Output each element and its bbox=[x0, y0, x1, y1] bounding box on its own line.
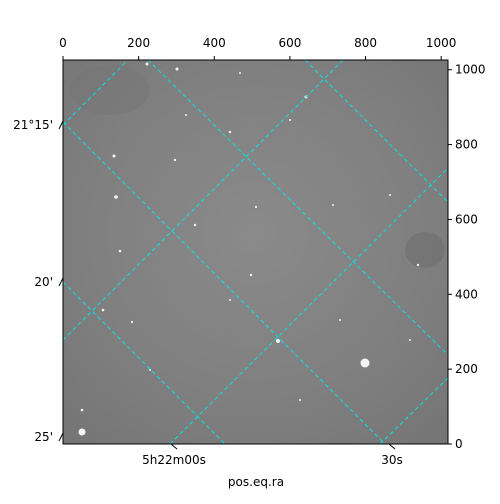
ra-tick-label: 30s bbox=[381, 453, 403, 467]
sky-image bbox=[63, 60, 448, 444]
ra-tick bbox=[388, 443, 396, 450]
dec-tick bbox=[58, 277, 64, 287]
y-tick-label: 200 bbox=[455, 362, 478, 376]
x-axis-label: pos.eq.ra bbox=[228, 475, 284, 489]
ra-tick-label: 5h22m00s bbox=[142, 453, 206, 467]
x-tick-label: 600 bbox=[278, 36, 301, 50]
dec-tick-label: 25' bbox=[34, 430, 53, 444]
coordinate-grid bbox=[63, 60, 448, 444]
y-tick-label: 400 bbox=[455, 287, 478, 301]
y-tick-label: 0 bbox=[455, 437, 463, 451]
x-tick-label: 1000 bbox=[426, 36, 457, 50]
x-tick-label: 0 bbox=[59, 36, 67, 50]
x-tick-label: 800 bbox=[354, 36, 377, 50]
ra-tick bbox=[170, 443, 178, 450]
dec-tick bbox=[58, 432, 64, 442]
x-tick-label: 200 bbox=[127, 36, 150, 50]
dec-tick bbox=[58, 120, 64, 130]
y-tick-label: 600 bbox=[455, 212, 478, 226]
dec-tick-label: 20' bbox=[34, 275, 53, 289]
y-tick-label: 1000 bbox=[455, 63, 486, 77]
x-tick-label: 400 bbox=[203, 36, 226, 50]
y-tick-label: 800 bbox=[455, 138, 478, 152]
plot-frame bbox=[62, 59, 449, 445]
dec-tick-label: 21°15' bbox=[13, 118, 53, 132]
